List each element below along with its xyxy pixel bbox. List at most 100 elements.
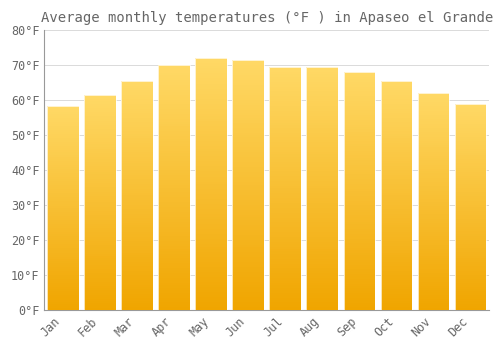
Bar — [84, 168, 116, 170]
Bar — [84, 99, 116, 102]
Bar — [232, 252, 264, 255]
Bar — [84, 278, 116, 280]
Bar — [344, 118, 375, 120]
Bar — [196, 197, 227, 199]
Bar — [380, 271, 412, 273]
Bar — [47, 118, 78, 120]
Bar — [196, 182, 227, 184]
Bar — [270, 273, 301, 276]
Bar — [306, 91, 338, 94]
Bar — [270, 288, 301, 290]
Bar — [344, 129, 375, 132]
Bar — [158, 85, 190, 88]
Bar — [232, 75, 264, 78]
Bar — [344, 191, 375, 194]
Bar — [232, 230, 264, 232]
Bar — [380, 86, 412, 88]
Bar — [418, 262, 449, 264]
Bar — [84, 303, 116, 306]
Bar — [454, 240, 486, 242]
Bar — [344, 158, 375, 160]
Bar — [454, 196, 486, 198]
Bar — [454, 161, 486, 163]
Bar — [122, 113, 153, 116]
Bar — [270, 305, 301, 307]
Bar — [306, 142, 338, 145]
Bar — [158, 229, 190, 231]
Bar — [158, 298, 190, 300]
Bar — [306, 283, 338, 286]
Bar — [344, 201, 375, 203]
Bar — [454, 159, 486, 161]
Bar — [196, 202, 227, 204]
Bar — [306, 176, 338, 179]
Bar — [270, 249, 301, 252]
Bar — [454, 295, 486, 298]
Bar — [344, 276, 375, 279]
Bar — [196, 305, 227, 307]
Bar — [344, 108, 375, 110]
Bar — [454, 104, 486, 106]
Bar — [122, 298, 153, 301]
Bar — [344, 144, 375, 146]
Bar — [270, 167, 301, 169]
Bar — [84, 132, 116, 134]
Bar — [380, 262, 412, 264]
Bar — [380, 305, 412, 307]
Bar — [158, 134, 190, 136]
Bar — [84, 293, 116, 295]
Bar — [344, 82, 375, 84]
Bar — [380, 134, 412, 136]
Bar — [454, 139, 486, 141]
Bar — [306, 181, 338, 183]
Bar — [232, 158, 264, 160]
Bar — [344, 134, 375, 136]
Bar — [84, 200, 116, 202]
Bar — [158, 75, 190, 78]
Bar — [47, 161, 78, 163]
Bar — [454, 211, 486, 213]
Bar — [454, 112, 486, 114]
Bar — [270, 193, 301, 196]
Bar — [122, 143, 153, 145]
Bar — [196, 257, 227, 259]
Bar — [454, 124, 486, 126]
Bar — [158, 141, 190, 144]
Bar — [232, 182, 264, 185]
Bar — [454, 298, 486, 299]
Bar — [270, 232, 301, 234]
Bar — [418, 288, 449, 290]
Bar — [196, 126, 227, 129]
Bar — [306, 84, 338, 86]
Bar — [270, 230, 301, 232]
Bar — [232, 83, 264, 85]
Bar — [158, 117, 190, 119]
Bar — [158, 295, 190, 298]
Bar — [418, 219, 449, 221]
Bar — [158, 88, 190, 90]
Bar — [454, 242, 486, 244]
Bar — [380, 280, 412, 282]
Bar — [122, 289, 153, 292]
Bar — [306, 133, 338, 135]
Bar — [306, 70, 338, 72]
Bar — [84, 151, 116, 153]
Bar — [122, 273, 153, 275]
Bar — [270, 278, 301, 281]
Bar — [344, 182, 375, 184]
Bar — [418, 141, 449, 143]
Bar — [306, 244, 338, 247]
Bar — [122, 259, 153, 262]
Bar — [454, 122, 486, 124]
Bar — [380, 237, 412, 239]
Bar — [418, 202, 449, 204]
Bar — [196, 149, 227, 151]
Bar — [122, 147, 153, 150]
Bar — [380, 287, 412, 289]
Bar — [158, 109, 190, 112]
Bar — [380, 81, 412, 310]
Bar — [196, 209, 227, 212]
Bar — [380, 97, 412, 99]
Bar — [270, 261, 301, 264]
Bar — [84, 301, 116, 303]
